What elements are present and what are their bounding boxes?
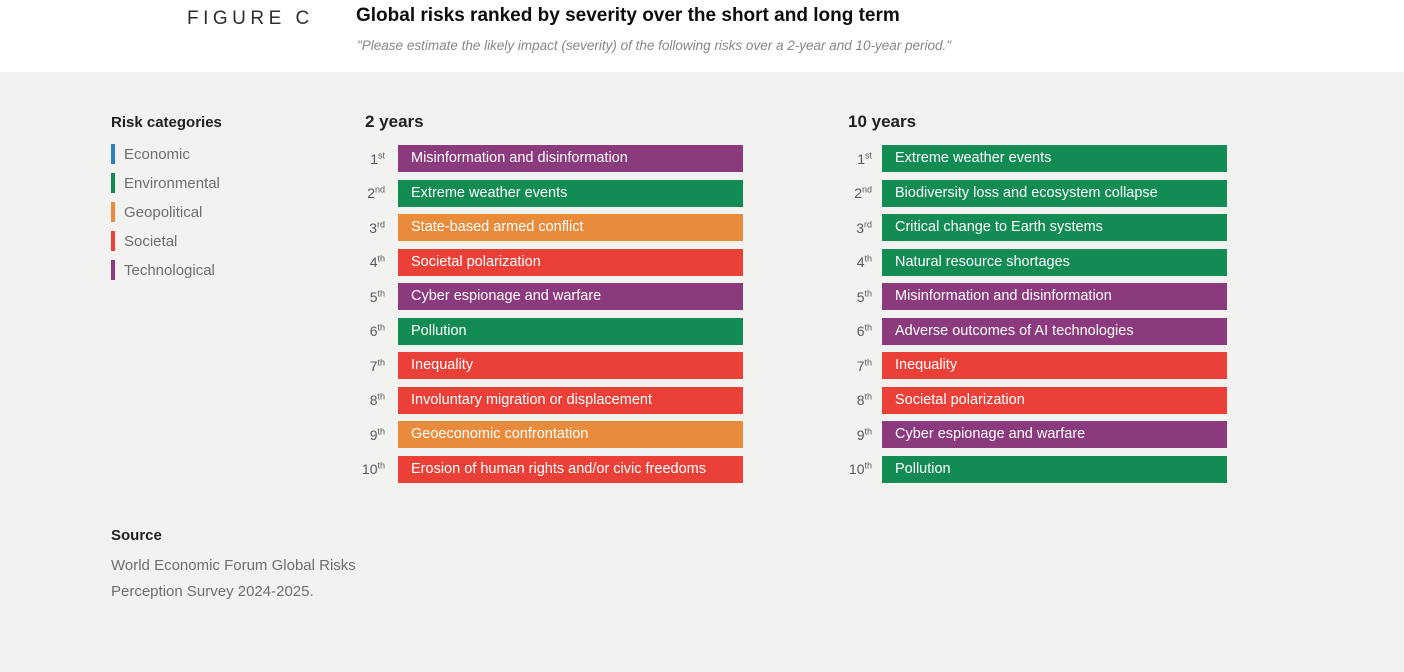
legend-swatch-icon	[111, 260, 115, 280]
rank-row: 4th Natural resource shortages	[832, 248, 1227, 276]
rank-row: 5th Misinformation and disinformation	[832, 283, 1227, 310]
legend-swatch-icon	[111, 173, 115, 193]
rank-row: 10th Pollution	[832, 455, 1227, 483]
rank-row: 3rd Critical change to Earth systems	[832, 214, 1227, 241]
legend-item-label: Societal	[124, 232, 178, 250]
rank-row: 1st Extreme weather events	[832, 145, 1227, 172]
risk-bar: Biodiversity loss and ecosystem collapse	[882, 179, 1227, 207]
rank-row: 9th Cyber espionage and warfare	[832, 421, 1227, 448]
risk-bar: Societal polarization	[398, 248, 743, 276]
risk-categories-legend: Risk categories Economic Environmental Geo…	[111, 114, 222, 289]
rank-label: 7th	[369, 356, 385, 374]
rank-label: 2nd	[854, 184, 872, 201]
risk-bar: Natural resource shortages	[882, 248, 1227, 276]
rank-row: 8th Societal polarization	[832, 386, 1227, 414]
rank-label: 10th	[848, 460, 872, 477]
risk-bar: Extreme weather events	[882, 145, 1227, 172]
figure-title: Global risks ranked by severity over the…	[356, 5, 900, 26]
risk-bar: Inequality	[398, 352, 743, 379]
rank-label: 9th	[369, 425, 385, 443]
rank-row: 5th Cyber espionage and warfare	[345, 283, 743, 310]
ranking-column-10-years: 10 years 1st Extreme weather events 2nd Bio…	[832, 112, 1227, 490]
rank-row: 7th Inequality	[345, 352, 743, 379]
rank-row: 2nd Extreme weather events	[345, 179, 743, 207]
legend-item-geopolitical: Geopolitical	[111, 202, 222, 222]
rank-row: 8th Involuntary migration or displacement	[345, 386, 743, 414]
rank-label: 6th	[369, 322, 385, 339]
legend-item-label: Geopolitical	[124, 203, 203, 221]
column-title-10-years: 10 years	[848, 112, 917, 131]
risk-bar: Misinformation and disinformation	[398, 145, 743, 172]
rank-label: 4th	[369, 253, 385, 270]
risk-bar: Cyber espionage and warfare	[882, 421, 1227, 448]
source-line: World Economic Forum Global Risks	[111, 557, 356, 574]
ranking-column-2-years: 2 years 1st Misinformation and disinforma…	[345, 112, 743, 490]
legend-item-technological: Technological	[111, 260, 222, 280]
risk-bar: State-based armed conflict	[398, 214, 743, 241]
rank-row: 3rd State-based armed conflict	[345, 214, 743, 241]
risk-bar: Involuntary migration or displacement	[398, 386, 743, 414]
rank-label: 10th	[361, 460, 385, 477]
risk-bar: Misinformation and disinformation	[882, 283, 1227, 310]
rank-row: 6th Pollution	[345, 317, 743, 345]
ranking-rows-2-years: 1st Misinformation and disinformation 2nd E…	[345, 145, 743, 483]
source-line: Perception Survey 2024-2025.	[111, 583, 314, 600]
rank-label: 6th	[856, 322, 872, 339]
legend-title: Risk categories	[111, 114, 222, 131]
legend-item-label: Technological	[124, 261, 215, 279]
source-block: Source World Economic Forum Global Risks…	[111, 527, 356, 605]
rank-label: 1st	[370, 149, 385, 167]
rank-label: 4th	[856, 253, 872, 270]
rank-label: 7th	[856, 356, 872, 374]
risk-bar: Pollution	[882, 455, 1227, 483]
legend-item-label: Economic	[124, 145, 190, 163]
rank-row: 2nd Biodiversity loss and ecosystem colla…	[832, 179, 1227, 207]
risk-bar: Pollution	[398, 317, 743, 345]
risk-bar: Inequality	[882, 352, 1227, 379]
rank-label: 5th	[369, 287, 385, 305]
rank-label: 8th	[369, 391, 385, 408]
rank-label: 9th	[856, 425, 872, 443]
legend-items: Economic Environmental Geopolitical Societa…	[111, 144, 222, 280]
legend-item-environmental: Environmental	[111, 173, 222, 193]
rank-row: 7th Inequality	[832, 352, 1227, 379]
risk-bar: Erosion of human rights and/or civic fre…	[398, 455, 743, 483]
column-title-2-years: 2 years	[365, 112, 424, 131]
risk-bar: Cyber espionage and warfare	[398, 283, 743, 310]
risk-bar: Critical change to Earth systems	[882, 214, 1227, 241]
legend-item-label: Environmental	[124, 174, 220, 192]
rank-label: 1st	[857, 149, 872, 167]
rank-label: 3rd	[369, 218, 385, 236]
rank-row: 1st Misinformation and disinformation	[345, 145, 743, 172]
rank-label: 3rd	[856, 218, 872, 236]
risk-bar: Societal polarization	[882, 386, 1227, 414]
rank-label: 5th	[856, 287, 872, 305]
risk-bar: Geoeconomic confrontation	[398, 421, 743, 448]
rank-label: 2nd	[367, 184, 385, 201]
legend-swatch-icon	[111, 144, 115, 164]
legend-item-economic: Economic	[111, 144, 222, 164]
figure-label: FIGURE C	[187, 8, 314, 29]
rank-row: 4th Societal polarization	[345, 248, 743, 276]
legend-swatch-icon	[111, 202, 115, 222]
legend-swatch-icon	[111, 231, 115, 251]
rank-row: 10th Erosion of human rights and/or civic…	[345, 455, 743, 483]
risk-bar: Adverse outcomes of AI technologies	[882, 317, 1227, 345]
rank-label: 8th	[856, 391, 872, 408]
rank-row: 6th Adverse outcomes of AI technologies	[832, 317, 1227, 345]
source-title: Source	[111, 527, 162, 544]
ranking-rows-10-years: 1st Extreme weather events 2nd Biodiversity…	[832, 145, 1227, 483]
rank-row: 9th Geoeconomic confrontation	[345, 421, 743, 448]
legend-item-societal: Societal	[111, 231, 222, 251]
risk-bar: Extreme weather events	[398, 179, 743, 207]
figure-subtitle: "Please estimate the likely impact (seve…	[357, 38, 952, 53]
